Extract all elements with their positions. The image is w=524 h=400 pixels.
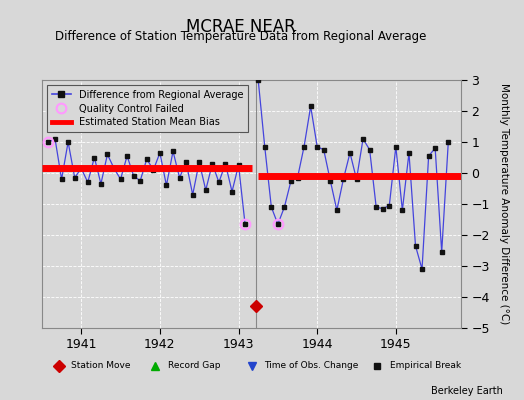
Legend: Difference from Regional Average, Quality Control Failed, Estimated Station Mean: Difference from Regional Average, Qualit… — [47, 85, 248, 132]
Text: Difference of Station Temperature Data from Regional Average: Difference of Station Temperature Data f… — [56, 30, 427, 43]
Text: Station Move: Station Move — [71, 362, 131, 370]
Text: Time of Obs. Change: Time of Obs. Change — [264, 362, 358, 370]
Text: MCRAE NEAR: MCRAE NEAR — [186, 18, 296, 36]
Text: Berkeley Earth: Berkeley Earth — [431, 386, 503, 396]
Text: Record Gap: Record Gap — [168, 362, 220, 370]
Y-axis label: Monthly Temperature Anomaly Difference (°C): Monthly Temperature Anomaly Difference (… — [499, 83, 509, 325]
Text: Empirical Break: Empirical Break — [390, 362, 461, 370]
